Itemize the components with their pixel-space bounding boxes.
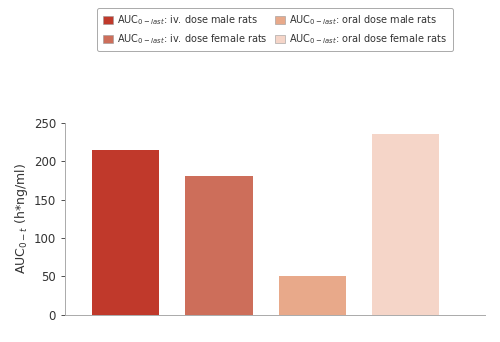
Bar xyxy=(278,276,346,315)
Legend: AUC$_{0-last}$: iv. dose male rats, AUC$_{0-last}$: iv. dose female rats, AUC$_{: AUC$_{0-last}$: iv. dose male rats, AUC$… xyxy=(98,8,452,51)
Bar xyxy=(92,150,160,315)
Bar xyxy=(186,176,252,315)
Y-axis label: AUC$_{0-t}$ (h*ng/ml): AUC$_{0-t}$ (h*ng/ml) xyxy=(12,163,29,275)
Bar xyxy=(372,134,440,315)
